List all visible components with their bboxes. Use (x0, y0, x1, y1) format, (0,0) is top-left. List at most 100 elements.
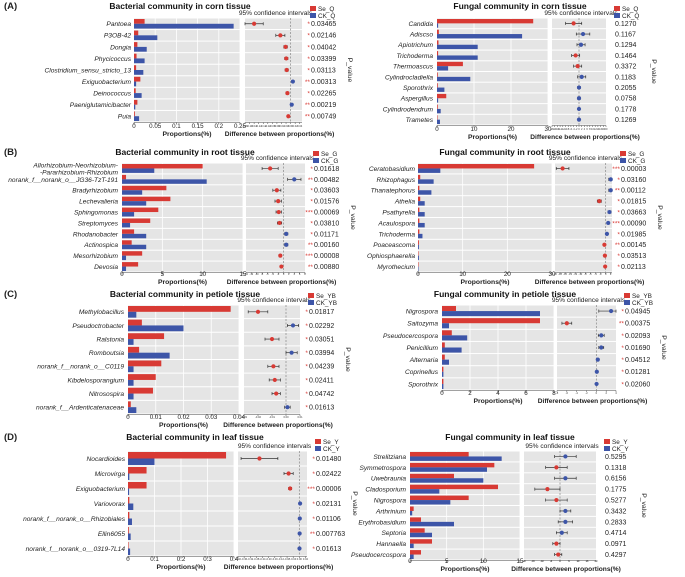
significance-stars: ** (305, 114, 311, 121)
bar-se (410, 473, 454, 479)
ci-tick-label: -14 (568, 272, 572, 276)
row-stripe (418, 250, 552, 261)
p-value-axis-label: P_value (346, 58, 353, 83)
p-value: 0.01106 (316, 516, 341, 523)
bar-ck (134, 93, 142, 98)
ci-point (608, 188, 613, 193)
ci-row-stripe (246, 207, 305, 217)
category-label: Erythrobasidium (358, 519, 406, 526)
ci-tick-label: 0.02 (293, 124, 299, 128)
ci-point (578, 42, 584, 47)
ci-point (597, 199, 602, 204)
x-tick-label: 6 (524, 390, 528, 397)
legend-swatch (310, 13, 316, 18)
row-stripe (122, 261, 243, 272)
significance-stars: * (312, 456, 315, 463)
x-tick-label: 30 (545, 126, 552, 133)
bar-ck (410, 554, 414, 559)
x-tick-label: 20 (508, 126, 515, 133)
p-value: 0.01480 (316, 456, 341, 463)
ci-tick-label: -2 (277, 272, 280, 276)
panel-label: (D) (4, 432, 17, 443)
category-label: Nigrospora (406, 308, 439, 315)
x-tick-label: 0.1 (150, 556, 159, 563)
p-value: 0.00160 (314, 242, 339, 249)
bar-se (410, 452, 469, 457)
ci-row-stripe (557, 378, 616, 390)
bar-se (128, 374, 156, 380)
ci-tick-label: -0.04 (290, 557, 296, 561)
significance-stars: *** (305, 209, 313, 216)
significance-stars: * (305, 391, 308, 398)
bar-ck (437, 55, 478, 60)
bar-ck (134, 23, 234, 29)
bar-ck (418, 244, 419, 250)
significance-stars: ** (615, 242, 621, 249)
x-tick-label: 2 (468, 390, 472, 397)
bar-se (437, 61, 463, 67)
significance-stars: * (621, 308, 624, 315)
ci-point (297, 531, 302, 536)
ci-row-stripe (555, 261, 612, 272)
legend-label: CK_Q (318, 13, 335, 20)
p-value: 0.01171 (314, 231, 339, 238)
ci-point (563, 519, 568, 524)
category-label: Psathyrella (382, 209, 415, 216)
ci-tick-label: -0.06 (274, 124, 280, 128)
p-value: 0.1270 (615, 21, 637, 28)
significance-stars: * (617, 253, 620, 260)
category-label: Microvirga (95, 471, 126, 478)
ci-tick-label: -0.03 (241, 415, 247, 419)
category-label: Adiscso (409, 31, 433, 38)
ci-point (602, 242, 607, 247)
ci-point (276, 209, 281, 215)
bar-ck (128, 533, 131, 540)
bar-se (122, 207, 159, 213)
bar-se (122, 262, 139, 267)
category-label: Sphingomonas (74, 209, 119, 216)
x-tick-label: 0.2 (214, 123, 223, 130)
ci-tick-label: 0 (578, 127, 580, 131)
bar-ck (418, 222, 425, 228)
ci-row-stripe (246, 239, 305, 250)
category-label: Saitozyma (407, 321, 438, 328)
ci-tick-label: -0.08 (284, 557, 290, 561)
significance-stars: ** (308, 242, 314, 249)
category-label: Thermoascus (393, 64, 434, 71)
bar-ck (128, 407, 137, 413)
significance-stars: * (307, 21, 310, 28)
row-stripe (134, 64, 240, 76)
ci-point (607, 209, 612, 215)
x-tick-label: 0.01 (150, 414, 163, 421)
significance-stars: * (312, 516, 315, 523)
row-stripe (437, 61, 548, 71)
significance-stars: * (617, 199, 620, 206)
bar-se (128, 512, 130, 519)
significance-stars: * (310, 199, 313, 206)
bar-ck (410, 467, 487, 472)
bar-ck (437, 119, 440, 124)
ci-row-stripe (245, 53, 302, 64)
bar-se (418, 164, 535, 169)
bar-ck (134, 104, 136, 110)
bar-se (437, 104, 438, 109)
legend-swatch (315, 446, 321, 451)
p-value: 0.00112 (621, 188, 646, 195)
p-value: 0.02060 (625, 381, 650, 388)
bar-se (128, 497, 130, 504)
p-value: 0.0971 (605, 541, 627, 548)
legend-label: Se_YB (632, 293, 652, 300)
legend-label: CK_G (321, 158, 338, 165)
ci-tick-label: -0.01 (269, 415, 275, 419)
chart-title: Fungal community in corn tissue (453, 1, 586, 11)
category-label: Thanatephorus (371, 188, 416, 195)
p-value: 0.02292 (309, 323, 334, 330)
ci-tick-label: -8 (261, 272, 264, 276)
ci-tick-label: 0.04 (303, 557, 309, 561)
ci-tick-label: 2 (581, 127, 583, 131)
p-value: 0.03399 (311, 56, 336, 63)
p-value: 0.02422 (316, 471, 341, 478)
ci-tick-label: 4 (294, 272, 296, 276)
category-label: Streptomyces (78, 220, 119, 227)
